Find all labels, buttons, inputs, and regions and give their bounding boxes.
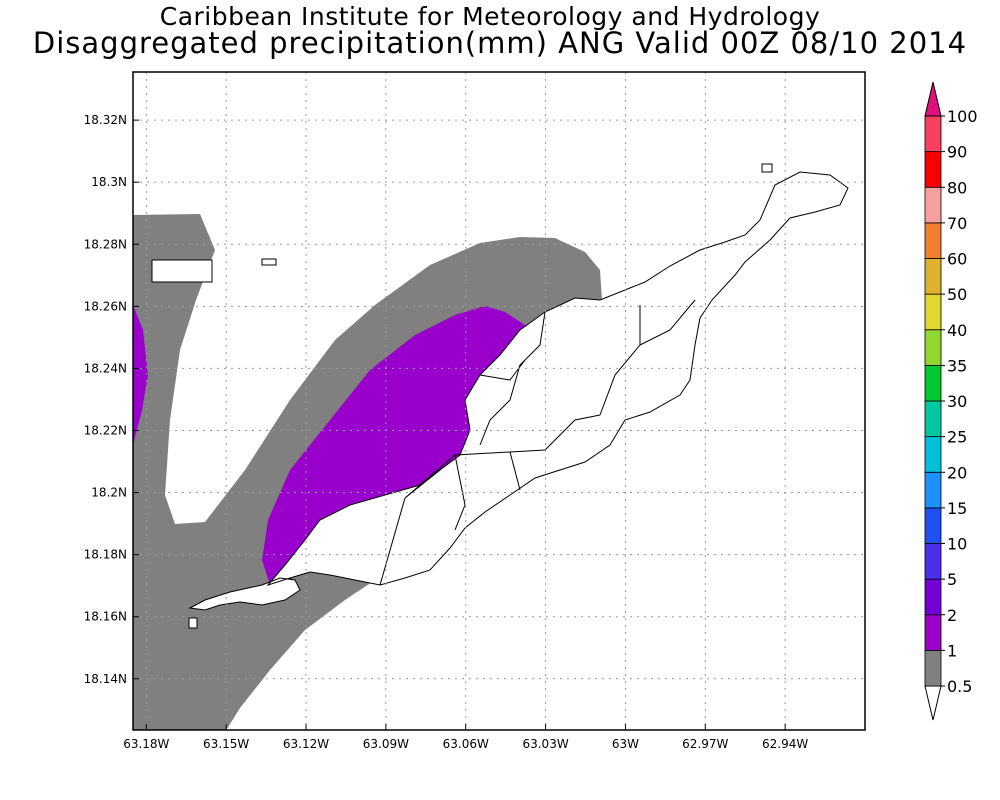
map-gridlines [133, 72, 865, 730]
legend-label: 25 [947, 428, 967, 447]
chart-title-line1: Caribbean Institute for Meteorology and … [159, 2, 821, 31]
legend-swatch [924, 364, 942, 402]
precip-region-1-left [133, 305, 148, 445]
x-tick-label: 63.12W [283, 737, 329, 751]
legend-label: 60 [947, 250, 967, 269]
legend-swatch [924, 543, 942, 580]
legend-arrow-low [924, 685, 942, 721]
y-tick-label: 18.26N [84, 299, 127, 313]
cay-4 [188, 617, 198, 629]
legend-swatch [924, 151, 942, 188]
x-tick-label: 63.09W [363, 737, 409, 751]
legend-label: 70 [947, 214, 967, 233]
legend-label: 15 [947, 499, 967, 518]
x-tick-label: 63.18W [123, 737, 169, 751]
legend-swatch [924, 186, 942, 224]
legend-label: 80 [947, 178, 967, 197]
legend-label: 50 [947, 285, 967, 304]
legend-swatch [924, 614, 942, 651]
cay-2 [261, 258, 277, 266]
legend-label: 40 [947, 321, 967, 340]
y-tick-label: 18.32N [84, 113, 127, 127]
legend-label: 0.5 [947, 677, 972, 696]
legend-swatch [924, 507, 942, 544]
legend-label: 30 [947, 392, 967, 411]
y-tick-label: 18.14N [84, 672, 127, 686]
legend-swatch [924, 649, 942, 687]
x-tick-label: 63W [612, 737, 639, 751]
legend-swatch [924, 578, 942, 616]
legend-swatch [924, 471, 942, 509]
legend-label: 5 [947, 570, 957, 589]
parish-boundaries [379, 299, 696, 586]
legend-label: 100 [947, 107, 978, 126]
legend-swatch [924, 329, 942, 366]
x-tick-label: 62.97W [682, 737, 728, 751]
y-tick-label: 18.28N [84, 237, 127, 251]
cay-3 [761, 163, 773, 173]
legend-label: 90 [947, 143, 967, 162]
legend-swatch [924, 222, 942, 259]
y-tick-label: 18.18N [84, 548, 127, 562]
legend-label: 10 [947, 535, 967, 554]
legend-swatch [924, 436, 942, 473]
y-tick-label: 18.24N [84, 361, 127, 375]
y-tick-label: 18.3N [91, 175, 127, 189]
map-frame [132, 71, 866, 731]
x-tick-label: 63.06W [443, 737, 489, 751]
x-tick-label: 63.15W [203, 737, 249, 751]
legend-label: 20 [947, 463, 967, 482]
legend-label: 35 [947, 356, 967, 375]
x-tick-label: 62.94W [762, 737, 808, 751]
x-axis: 63.18W 63.15W 63.12W 63.09W 63.06W 63.03W 63W 6… [123, 724, 808, 751]
chart-title-line2: Disaggregated precipitation(mm) ANG Vali… [32, 26, 968, 60]
y-axis: 18.32N 18.3N 18.28N 18.26N 18.24N 18.22N 18.2N… [84, 113, 139, 686]
legend-label: 1 [947, 641, 957, 660]
legend-label: 2 [947, 606, 957, 625]
legend-swatch [924, 293, 942, 331]
y-tick-label: 18.2N [91, 486, 127, 500]
anguilla-coastline [188, 171, 849, 611]
map-area [133, 163, 849, 730]
y-tick-label: 18.22N [84, 423, 127, 437]
legend-arrow-high [924, 81, 942, 117]
x-tick-label: 63.03W [522, 737, 568, 751]
legend-swatch [924, 115, 942, 153]
legend-swatch [924, 400, 942, 438]
legend-swatch [924, 258, 942, 295]
y-tick-label: 18.16N [84, 610, 127, 624]
cay-1 [151, 259, 213, 283]
